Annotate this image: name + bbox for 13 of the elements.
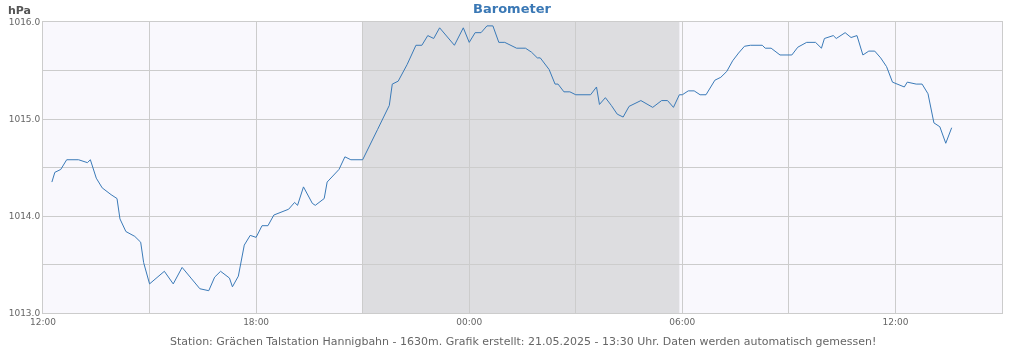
y-axis-title: hPa [8,4,32,17]
x-tick-label: 12:00 [30,316,57,327]
x-tick-label: 00:00 [456,316,483,327]
x-tick-label: 18:00 [243,316,270,327]
line-series [51,25,953,292]
y-tick-label: 1015.0 [8,114,41,125]
y-tick-label: 1013.0 [8,308,41,319]
text: Station: Grächen Talstation Hannigbahn - 1630m. Grafik erstellt: 21.05.2025 - 13:30 Uhr. Daten werden automatisch gemessen! [170,335,877,348]
y-tick-label: 1016.0 [8,17,41,28]
x-tick-label: 12:00 [882,316,909,327]
chart-title: Barometer [473,0,552,16]
y-tick-label: 1014.0 [8,211,41,222]
x-tick-label: 06:00 [669,316,696,327]
